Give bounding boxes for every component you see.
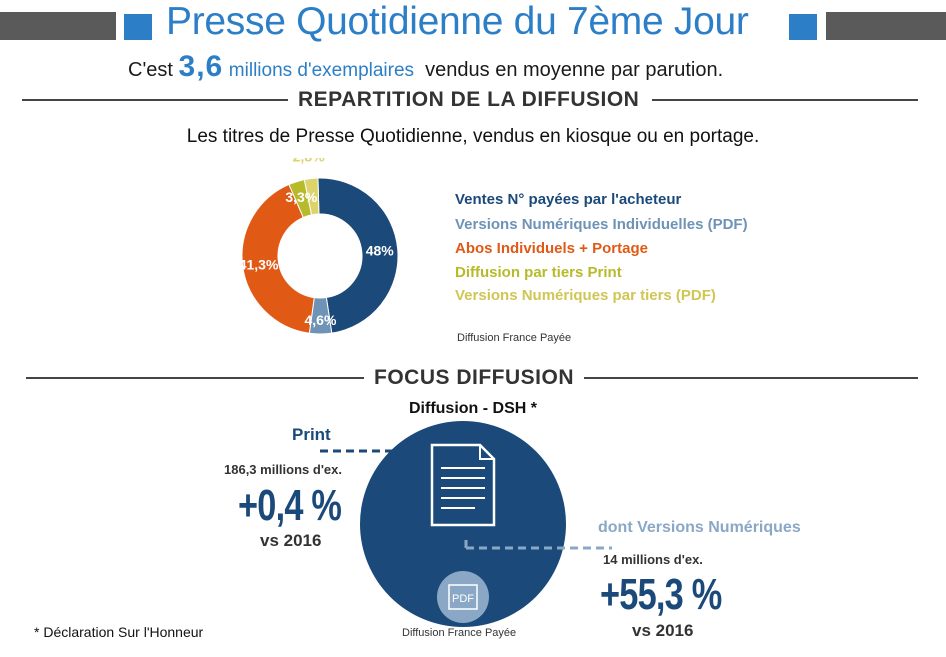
donut-label-3: 3,3% — [285, 189, 317, 205]
focus-table-title: Diffusion - DSH * — [409, 400, 537, 417]
numeriques-label: dont Versions Numériques — [598, 519, 801, 536]
pdf-icon-label: PDF — [452, 593, 474, 605]
footnote: * Déclaration Sur l'Honneur — [34, 624, 204, 640]
subtitle-suffix: vendus en moyenne par parution. — [425, 59, 724, 81]
donut-label-1: 4,6% — [305, 312, 337, 328]
donut-slice-4 — [303, 177, 320, 216]
legend-item-numeriques-tiers: Versions Numériques par tiers (PDF) — [455, 287, 716, 304]
print-count: 186,3 millions d'ex. — [224, 462, 342, 477]
donut-slice-0 — [317, 177, 399, 334]
donut-chart: 48% 4,6% 41,3% 3,3% 2,8% — [239, 158, 399, 335]
donut-label-2: 41,3% — [239, 256, 279, 272]
page-title: Presse Quotidienne du 7ème Jour — [166, 0, 749, 43]
section1-rule-left — [22, 99, 288, 101]
header-bar-left — [0, 12, 116, 40]
section2-rule-left — [26, 377, 364, 379]
subtitle-prefix: C'est — [128, 59, 173, 81]
donut-slice-2 — [241, 183, 315, 334]
section1-lead: Les titres de Presse Quotidienne, vendus… — [186, 126, 760, 147]
print-label: Print — [292, 425, 331, 444]
section1-title: REPARTITION DE LA DIFFUSION — [298, 88, 640, 111]
legend-item-abos: Abos Individuels + Portage — [455, 240, 648, 257]
section2-title: FOCUS DIFFUSION — [374, 366, 574, 389]
header-bar-right — [826, 12, 946, 40]
pdf-icon: PDF — [437, 571, 489, 623]
donut-label-4: 2,8% — [293, 158, 325, 165]
subtitle-value: 3,6 — [178, 50, 224, 83]
subtitle-unit: millions d'exemplaires — [228, 60, 415, 81]
focus-source: Diffusion France Payée — [402, 627, 517, 639]
legend-item-ventes: Ventes N° payées par l'acheteur — [455, 191, 682, 208]
numeriques-compare: vs 2016 — [632, 621, 694, 640]
legend-item-numeriques-indiv: Versions Numériques Individuelles (PDF) — [455, 216, 748, 233]
section2-rule-right — [584, 377, 918, 379]
numeriques-count: 14 millions d'ex. — [603, 552, 703, 567]
section1-rule-right — [652, 99, 918, 101]
print-compare: vs 2016 — [260, 531, 322, 550]
subtitle: C'est 3,6 millions d'exemplaires vendus … — [128, 50, 723, 84]
header-square-left — [124, 14, 152, 40]
donut-label-0: 48% — [366, 243, 395, 259]
legend-item-tiers-print: Diffusion par tiers Print — [455, 264, 622, 281]
header-square-right — [789, 14, 817, 40]
numeriques-change: +55,3 % — [600, 570, 722, 619]
document-icon — [430, 443, 496, 527]
chart-source: Diffusion France Payée — [457, 332, 572, 344]
print-change: +0,4 % — [238, 481, 342, 530]
